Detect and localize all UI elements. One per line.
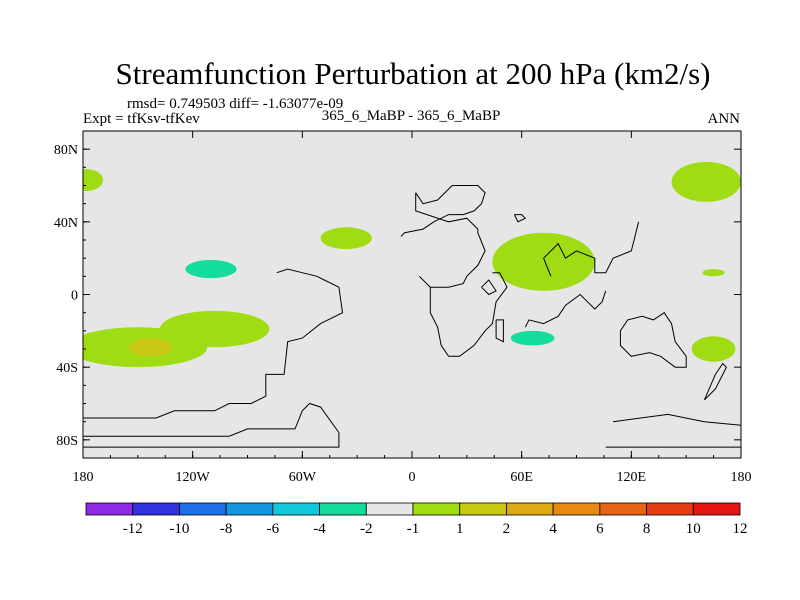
colorbar: -12 -10 -8 -6 -4 -2 -1 1 2 4 6 8 10 12 — [85, 502, 748, 537]
coastlines — [83, 185, 741, 448]
contour-region-18 — [510, 330, 555, 346]
colorbar-swatch-8 — [459, 502, 507, 516]
contour-region-14 — [678, 218, 741, 240]
contour-region-1 — [83, 169, 104, 191]
colorbar-label-7: 1 — [456, 521, 464, 537]
coastline-3 — [415, 192, 486, 288]
x-tick-label-0: 180 — [73, 470, 94, 485]
contour-region-12 — [492, 232, 595, 291]
colorbar-swatch-3 — [225, 502, 274, 516]
colorbar-swatch-11 — [599, 502, 647, 516]
x-tick-label-6: 180 — [731, 470, 752, 485]
y-axis: 80N 40N 0 40S 80S — [54, 143, 741, 449]
y-tick-label-3: 40S — [56, 361, 78, 376]
plot-background — [83, 131, 741, 458]
colorbar-label-10: 6 — [596, 521, 604, 537]
x-tick-label-4: 60E — [510, 470, 533, 485]
y-tick-label-0: 80N — [54, 143, 78, 158]
coastline-14 — [481, 279, 497, 296]
contour-region-15 — [702, 269, 725, 277]
colorbar-swatch-7 — [412, 502, 461, 516]
contour-region-8 — [128, 338, 173, 357]
colorbar-label-4: -4 — [313, 521, 326, 537]
colorbar-label-11: 8 — [643, 521, 651, 537]
y-tick-label-4: 80S — [56, 434, 78, 449]
coastline-13 — [513, 214, 527, 223]
coastline-5 — [429, 272, 508, 357]
x-tick-label-2: 60W — [289, 470, 317, 485]
colorbar-label-9: 4 — [549, 521, 557, 537]
colorbar-label-6: -1 — [407, 521, 420, 537]
contour-region-2 — [83, 221, 93, 233]
season-label: ANN — [708, 111, 741, 127]
coastline-2 — [83, 402, 340, 448]
contour-region-16 — [691, 336, 736, 362]
contour-region-3 — [327, 183, 350, 191]
experiment-label: Expt = tfKsv-tfKev — [83, 111, 200, 127]
contour-region-13 — [671, 161, 741, 202]
contour-region-10 — [428, 243, 458, 259]
coastline-8 — [524, 290, 607, 328]
colorbar-label-3: -6 — [267, 521, 280, 537]
contour-region-7 — [159, 310, 270, 348]
colorbar-label-2: -8 — [220, 521, 233, 537]
colorbar-label-0: -12 — [123, 521, 143, 537]
contour-field — [83, 161, 741, 375]
colorbar-swatch-0 — [85, 502, 134, 516]
coastline-10 — [703, 362, 728, 401]
colorbar-label-5: -2 — [360, 521, 373, 537]
contour-region-5 — [185, 259, 237, 279]
colorbar-swatch-10 — [552, 502, 601, 516]
colorbar-swatch-5 — [319, 502, 367, 516]
colorbar-swatch-1 — [132, 502, 180, 516]
y-tick-label-1: 40N — [54, 216, 78, 231]
y-tick-label-2: 0 — [71, 289, 78, 304]
coastline-6 — [495, 319, 504, 343]
colorbar-swatch-4 — [272, 502, 320, 516]
coastline-9 — [619, 312, 687, 368]
colorbar-swatch-9 — [506, 502, 554, 516]
x-tick-label-3: 0 — [409, 470, 416, 485]
colorbar-swatch-6 — [365, 502, 414, 516]
coastline-11 — [613, 413, 741, 426]
contour-region-9 — [320, 227, 372, 250]
coastline-1 — [83, 268, 344, 419]
colorbar-swatch-2 — [179, 502, 227, 516]
chart-title: Streamfunction Perturbation at 200 hPa (… — [116, 56, 711, 91]
colorbar-label-8: 2 — [503, 521, 511, 537]
x-axis: 180 120W 60W 0 60E 120E 180 — [73, 131, 752, 485]
colorbar-swatch-12 — [646, 502, 694, 516]
colorbar-label-1: -10 — [169, 521, 189, 537]
stats-text: rmsd= 0.749503 diff= -1.63077e-09 — [127, 96, 343, 112]
x-tick-label-1: 120W — [176, 470, 211, 485]
contour-region-11 — [519, 180, 572, 195]
colorbar-label-12: 10 — [686, 521, 701, 537]
coastline-7 — [543, 221, 640, 277]
coastline-4 — [400, 185, 486, 237]
x-tick-label-5: 120E — [617, 470, 647, 485]
colorbar-swatch-13 — [692, 502, 741, 516]
colorbar-label-13: 12 — [733, 521, 748, 537]
case-label: 365_6_MaBP - 365_6_MaBP — [322, 108, 501, 124]
